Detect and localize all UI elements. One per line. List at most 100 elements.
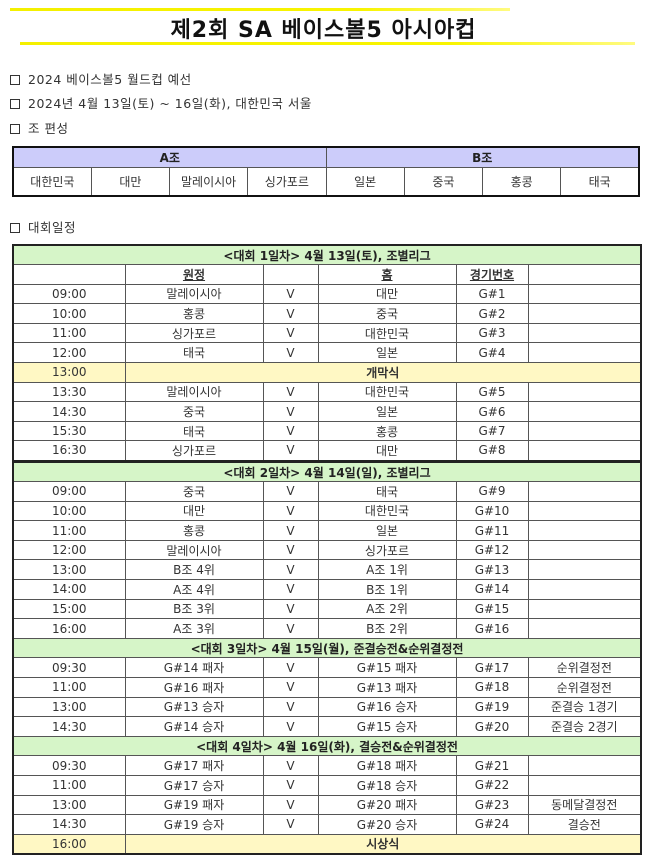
match-time: 10:00	[12, 303, 126, 324]
game-number: G#7	[455, 420, 529, 442]
group-a-team: 대한민국	[12, 166, 92, 197]
home-team: G#15 승자	[317, 716, 457, 737]
group-b-header: B조	[325, 146, 640, 168]
group-a-team: 싱가포르	[247, 166, 327, 197]
match-row: 13:00 G#13 승자 V G#16 승자 G#19 준결승 1경기	[12, 696, 642, 718]
match-note	[527, 303, 642, 324]
versus: V	[262, 520, 319, 541]
versus: V	[262, 657, 319, 679]
home-team: G#16 승자	[317, 696, 457, 718]
versus: V	[262, 579, 319, 600]
home-team: 일본	[317, 342, 457, 364]
match-time: 15:00	[12, 598, 126, 620]
bullet-groups: 조 편성	[10, 118, 68, 137]
match-time: 10:00	[12, 500, 126, 522]
versus: V	[262, 755, 319, 776]
game-number: G#2	[455, 303, 529, 324]
match-row: 09:00 말레이시아 V 대만 G#1	[12, 283, 642, 305]
match-note: 준결승 2경기	[527, 716, 642, 737]
column-header-time	[12, 264, 126, 285]
game-number: G#22	[455, 775, 529, 796]
column-header-home: 홈	[317, 264, 457, 285]
column-header-game-no: 경기번호	[455, 264, 529, 285]
home-team: 대만	[317, 283, 457, 305]
match-note	[527, 322, 642, 344]
away-team: 말레이시아	[124, 539, 264, 561]
versus: V	[262, 381, 319, 403]
match-row: 09:30 G#14 패자 V G#15 패자 G#17 순위결정전	[12, 657, 642, 679]
match-row: 09:30 G#17 패자 V G#18 패자 G#21	[12, 755, 642, 776]
match-time: 12:00	[12, 342, 126, 364]
match-time: 12:00	[12, 539, 126, 561]
day-header-row: <대회 3일차> 4월 15일(월), 준결승전&순위결정전	[12, 637, 642, 659]
match-row: 11:00 G#16 패자 V G#13 패자 G#18 순위결정전	[12, 677, 642, 698]
home-team: G#18 패자	[317, 755, 457, 776]
home-team: A조 2위	[317, 598, 457, 620]
match-row: 14:30 G#14 승자 V G#15 승자 G#20 준결승 2경기	[12, 716, 642, 737]
bullet-qualifier: 2024 베이스볼5 월드컵 예선	[10, 69, 192, 88]
match-time: 14:00	[12, 579, 126, 600]
match-time: 13:00	[12, 559, 126, 581]
day-header: <대회 2일차> 4월 14일(일), 조별리그	[12, 461, 642, 483]
match-time: 13:30	[12, 381, 126, 403]
away-team: G#14 패자	[124, 657, 264, 679]
away-team: G#16 패자	[124, 677, 264, 698]
away-team: G#17 패자	[124, 755, 264, 776]
versus: V	[262, 481, 319, 502]
home-team: 대한민국	[317, 322, 457, 344]
home-team: 일본	[317, 401, 457, 422]
game-number: G#23	[455, 794, 529, 816]
away-team: A조 4위	[124, 579, 264, 600]
versus: V	[262, 500, 319, 522]
away-team: A조 3위	[124, 618, 264, 639]
versus: V	[262, 814, 319, 835]
match-note	[527, 420, 642, 442]
match-note	[527, 401, 642, 422]
home-team: 태국	[317, 481, 457, 502]
home-team: G#15 패자	[317, 657, 457, 679]
home-team: G#13 패자	[317, 677, 457, 698]
game-number: G#6	[455, 401, 529, 422]
game-number: G#21	[455, 755, 529, 776]
match-note	[527, 440, 642, 462]
versus: V	[262, 342, 319, 364]
home-team: 싱가포르	[317, 539, 457, 561]
match-row: 10:00 홍콩 V 중국 G#2	[12, 303, 642, 324]
home-team: 대한민국	[317, 500, 457, 522]
home-team: 홍콩	[317, 420, 457, 442]
match-time: 09:00	[12, 481, 126, 502]
home-team: 중국	[317, 303, 457, 324]
versus: V	[262, 598, 319, 620]
match-row: 11:00 홍콩 V 일본 G#11	[12, 520, 642, 541]
event-name: 개막식	[124, 362, 642, 383]
day-header-row: <대회 4일차> 4월 16일(화), 결승전&순위결정전	[12, 735, 642, 757]
match-row: 16:30 싱가포르 V 대만 G#8	[12, 440, 642, 462]
away-team: G#14 승자	[124, 716, 264, 737]
bullet-text: 2024 베이스볼5 월드컵 예선	[28, 72, 192, 87]
match-row: 15:00 B조 3위 V A조 2위 G#15	[12, 598, 642, 620]
match-time: 14:30	[12, 401, 126, 422]
match-row: 13:00 B조 4위 V A조 1위 G#13	[12, 559, 642, 581]
match-time: 09:30	[12, 657, 126, 679]
bullet-dates: 2024년 4월 13일(토) ~ 16일(화), 대한민국 서울	[10, 93, 312, 112]
versus: V	[262, 696, 319, 718]
match-note: 결승전	[527, 814, 642, 835]
match-note	[527, 598, 642, 620]
game-number: G#9	[455, 481, 529, 502]
versus: V	[262, 420, 319, 442]
match-note	[527, 618, 642, 639]
away-team: G#19 승자	[124, 814, 264, 835]
title-rule-bottom	[20, 42, 635, 45]
day-header: <대회 1일차> 4월 13일(토), 조별리그	[12, 244, 642, 266]
match-note	[527, 559, 642, 581]
game-number: G#10	[455, 500, 529, 522]
schedule-table-days2-4: <대회 2일차> 4월 14일(일), 조별리그 09:00 중국 V 태국 G#9 10:…	[12, 461, 643, 855]
home-team: B조 2위	[317, 618, 457, 639]
game-number: G#14	[455, 579, 529, 600]
match-note: 순위결정전	[527, 677, 642, 698]
away-team: 중국	[124, 481, 264, 502]
match-time: 11:00	[12, 677, 126, 698]
group-a-header: A조	[12, 146, 327, 168]
game-number: G#12	[455, 539, 529, 561]
away-team: 홍콩	[124, 303, 264, 324]
